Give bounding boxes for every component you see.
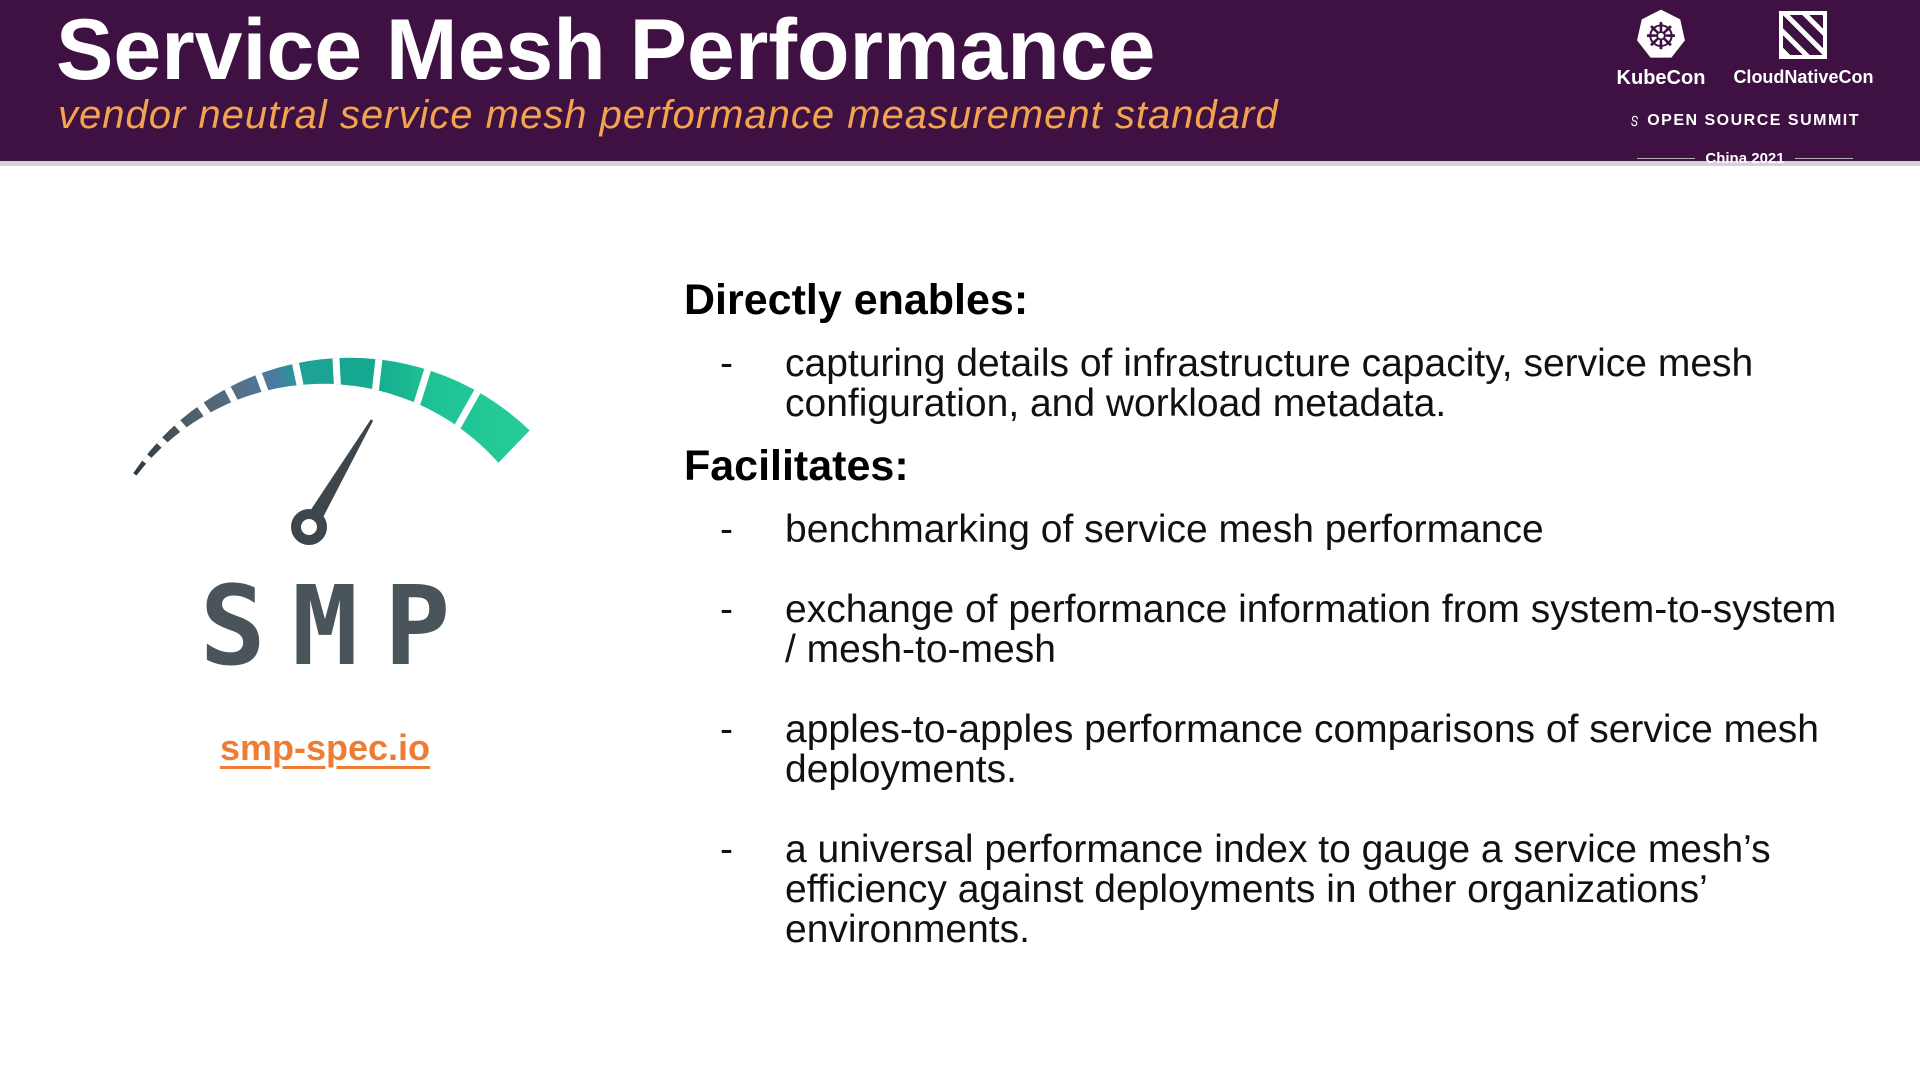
bullet-item: - exchange of performance information fr… [684,590,1864,670]
cloudnativecon-icon [1779,11,1828,59]
bullet-marker: - [720,708,733,751]
bullet-marker: - [720,828,733,871]
bullet-item: - benchmarking of service mesh performan… [684,510,1864,550]
speedometer-gauge-icon [133,357,530,545]
bullet-item: - a universal performance index to gauge… [684,830,1864,950]
kubecon-logo: ☸ KubeCon [1616,8,1706,90]
section-directly-enables: Directly enables: - capturing details of… [684,276,1864,424]
bullet-text: benchmarking of service mesh performance [785,508,1544,551]
event-badge: ☸ KubeCon CloudNativeCon OPEN SOURCE SUM… [1617,8,1873,167]
kubernetes-helm-icon: ☸ [1635,8,1687,62]
summit-row: OPEN SOURCE SUMMIT [1630,98,1860,144]
gauge-pivot [291,509,327,545]
open-source-summit-s-icon [1631,115,1638,127]
bullet-item: - capturing details of infrastructure ca… [684,344,1864,424]
conference-logos-row: ☸ KubeCon CloudNativeCon [1617,8,1873,90]
bullet-item: - apples-to-apples performance compariso… [684,710,1864,790]
page-title: Service Mesh Performance [56,2,1156,98]
page-subtitle: vendor neutral service mesh performance … [58,93,1279,137]
section-heading: Directly enables: [684,276,1029,324]
section-heading: Facilitates: [684,442,909,490]
cloudnativecon-label: CloudNativeCon [1733,67,1874,87]
bullet-marker: - [720,508,733,551]
gauge-needle [302,419,374,532]
edition-row: China 2021 [1630,150,1860,167]
slide-header: Service Mesh Performance vendor neutral … [0,0,1920,167]
bullet-text: a universal performance index to gauge a… [785,828,1771,951]
summit-label: OPEN SOURCE SUMMIT [1647,112,1860,129]
bullet-text: exchange of performance information from… [785,588,1837,671]
smp-logo-panel: SMP smp-spec.io [105,340,545,769]
bullet-text: capturing details of infrastructure capa… [785,342,1754,425]
smp-spec-link[interactable]: smp-spec.io [219,727,431,768]
bullet-marker: - [720,588,733,631]
smp-wordmark: SMP [199,562,477,690]
slide-content: Directly enables: - capturing details of… [684,276,1864,950]
cloudnativecon-logo: CloudNativeCon [1733,8,1873,88]
section-facilitates: Facilitates: - benchmarking of service m… [684,442,1864,950]
bullet-text: apples-to-apples performance comparisons… [785,708,1819,791]
edition-label: China 2021 [1705,150,1785,167]
bullet-marker: - [720,342,733,385]
kubecon-label: KubeCon [1616,67,1706,89]
